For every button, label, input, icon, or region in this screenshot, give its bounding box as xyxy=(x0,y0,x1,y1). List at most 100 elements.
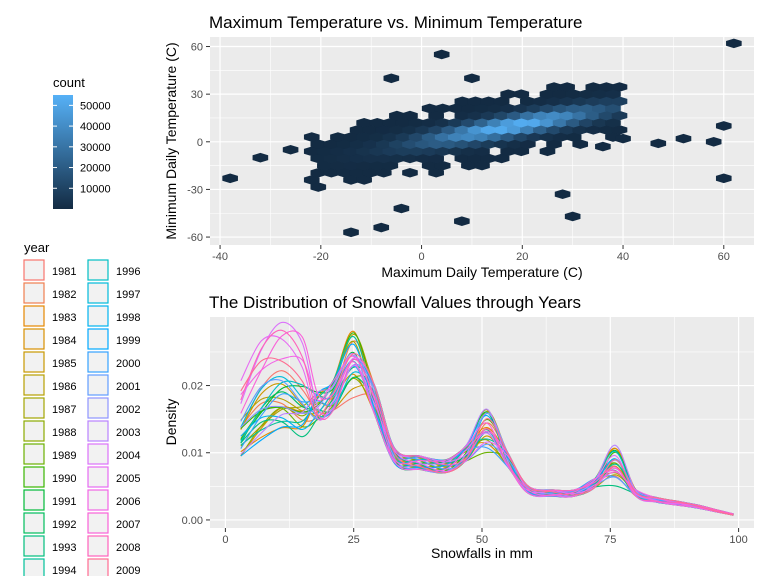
year-legend-label: 2006 xyxy=(116,496,140,508)
year-legend: 1981 1982 1983 1984 1985 1986 1987 1988 1989 1990… xyxy=(23,259,140,576)
year-legend-title: year xyxy=(24,240,50,255)
hex-cell xyxy=(349,153,366,164)
hex-cell xyxy=(513,89,530,99)
year-legend-label: 2003 xyxy=(116,427,140,439)
hex-cell xyxy=(533,125,549,135)
year-legend-key xyxy=(87,305,109,327)
count-legend-label: 20000 xyxy=(80,163,111,175)
hex-cell xyxy=(493,153,510,164)
density-x-ticks: 0 25 50 75 100 xyxy=(222,528,748,546)
hex-cell xyxy=(336,167,353,178)
hex-cell xyxy=(461,117,477,128)
hexbin-x-axis-label: Maximum Daily Temperature (C) xyxy=(381,264,582,280)
hex-cell xyxy=(349,125,366,135)
year-legend-key xyxy=(87,351,109,373)
hex-cell xyxy=(421,132,438,142)
x-tick-label: 60 xyxy=(718,251,730,263)
hex-cell xyxy=(428,110,444,121)
hex-cell xyxy=(565,132,582,142)
hex-cell xyxy=(434,117,451,128)
hex-cell xyxy=(585,110,602,121)
hex-cell xyxy=(362,153,379,164)
hex-cell xyxy=(356,160,372,171)
hex-cell xyxy=(343,175,359,185)
year-legend-key xyxy=(23,328,45,350)
hex-cell xyxy=(222,173,238,184)
count-legend-label: 40000 xyxy=(80,121,111,133)
hex-cell xyxy=(421,146,438,157)
hex-cell xyxy=(402,153,418,164)
hex-cell xyxy=(598,96,615,107)
hex-cell xyxy=(428,125,444,135)
hex-cell xyxy=(461,132,477,142)
y-tick-label: 0.01 xyxy=(182,448,203,460)
hex-cell xyxy=(500,89,516,99)
hex-cell xyxy=(395,132,412,142)
hex-cell xyxy=(598,82,615,92)
hex-cell xyxy=(369,160,386,171)
year-legend-key xyxy=(23,259,45,281)
hex-cell xyxy=(433,49,450,60)
hex-cell xyxy=(539,132,556,142)
hex-cell xyxy=(454,153,471,164)
hex-cell xyxy=(572,110,589,121)
hex-cell xyxy=(585,82,602,92)
hex-cell xyxy=(395,117,412,128)
hexbin-y-axis-label: Minimum Daily Temperature (C) xyxy=(163,42,179,239)
hex-cell xyxy=(565,103,582,114)
hexbin-y-ticks: -60 -30 0 30 60 xyxy=(187,42,210,244)
year-legend-label: 1993 xyxy=(52,542,76,554)
hex-cell xyxy=(533,96,549,107)
hex-cell xyxy=(493,96,510,107)
hex-cell xyxy=(461,146,477,157)
year-legend-key xyxy=(87,328,109,350)
year-legend-key xyxy=(23,535,45,557)
year-legend-label: 1990 xyxy=(52,473,76,485)
hex-cell xyxy=(317,160,333,171)
hex-cell xyxy=(421,103,438,114)
hex-cell xyxy=(434,160,451,171)
hex-cell xyxy=(375,167,392,178)
year-legend-label: 2005 xyxy=(116,473,140,485)
hex-cell xyxy=(336,153,353,164)
hex-cell xyxy=(611,110,628,121)
hex-cell xyxy=(520,110,536,121)
hex-cell xyxy=(526,103,543,114)
year-legend-label: 2007 xyxy=(116,519,140,531)
year-legend-label: 1985 xyxy=(52,358,76,370)
hex-cell xyxy=(552,117,569,128)
hex-cell xyxy=(474,117,490,128)
hex-cell xyxy=(375,139,392,149)
hex-cell xyxy=(395,146,412,157)
hex-cell xyxy=(356,117,372,128)
year-legend-key xyxy=(87,535,109,557)
x-tick-label: -40 xyxy=(212,251,228,263)
year-legend-key xyxy=(87,420,109,442)
hex-cell xyxy=(487,117,503,128)
year-legend-key xyxy=(23,420,45,442)
hex-cell xyxy=(317,146,333,157)
hex-cell xyxy=(539,103,556,114)
year-legend-key xyxy=(87,259,109,281)
year-legend-key xyxy=(23,558,45,576)
hex-cell xyxy=(461,103,477,114)
hex-cell xyxy=(356,146,372,157)
count-colorbar xyxy=(53,95,73,209)
hex-cell xyxy=(362,139,379,149)
hex-cell xyxy=(493,125,510,135)
hex-cell xyxy=(434,146,451,157)
year-legend-key xyxy=(87,466,109,488)
hex-cell xyxy=(559,82,575,92)
hex-cell xyxy=(464,73,480,84)
hex-cell xyxy=(389,110,405,121)
count-legend-label: 30000 xyxy=(80,142,111,154)
hex-cell xyxy=(356,132,372,142)
year-legend-label: 2009 xyxy=(116,565,140,576)
y-tick-label: -30 xyxy=(187,184,203,196)
hex-cell xyxy=(389,125,405,135)
hex-cell xyxy=(554,189,571,199)
hex-cell xyxy=(605,89,621,99)
hex-cell xyxy=(605,117,621,128)
x-tick-label: -20 xyxy=(313,251,329,263)
density-x-axis-label: Snowfalls in mm xyxy=(431,545,533,561)
